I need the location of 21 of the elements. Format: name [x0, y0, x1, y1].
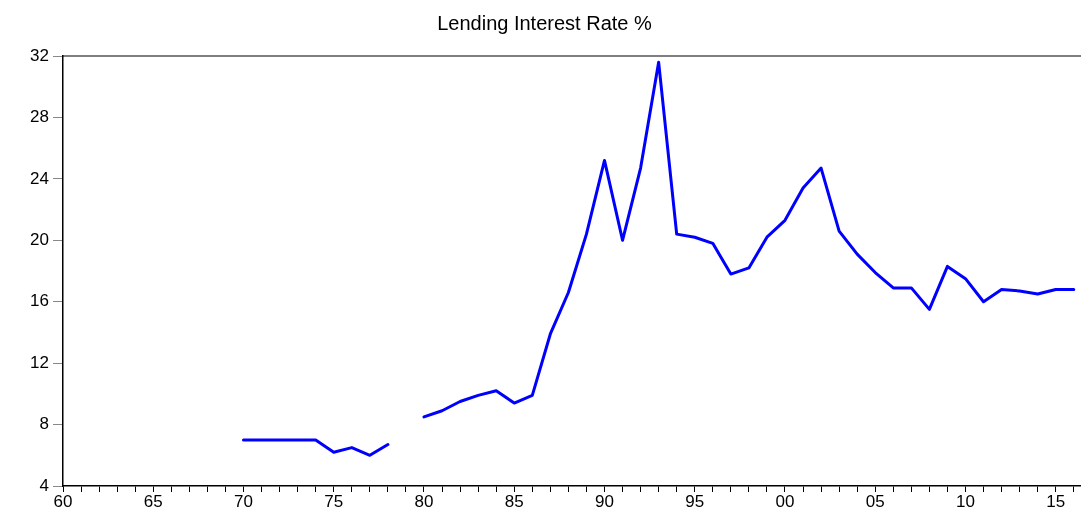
y-tick-label: 32 — [30, 45, 49, 65]
x-tick-label: 10 — [956, 491, 975, 511]
chart-title: Lending Interest Rate % — [437, 11, 652, 34]
y-tick-label: 4 — [39, 475, 49, 495]
x-tick-label: 75 — [324, 491, 344, 511]
x-tick-label: 95 — [685, 491, 705, 511]
x-tick-label: 05 — [865, 491, 885, 511]
x-tick-label: 65 — [143, 491, 163, 511]
y-tick-label: 24 — [30, 168, 49, 188]
x-tick-label: 00 — [775, 491, 795, 511]
y-tick-label: 28 — [30, 107, 49, 127]
x-tick-label: 85 — [504, 491, 524, 511]
x-tick-label: 70 — [234, 491, 253, 511]
y-tick-label: 8 — [39, 414, 49, 434]
x-tick-label: 90 — [595, 491, 614, 511]
x-tick-label: 60 — [53, 491, 73, 511]
x-tick-label: 15 — [1046, 491, 1066, 511]
y-tick-label: 20 — [30, 229, 49, 249]
x-tick-label: 80 — [414, 491, 434, 511]
y-tick-label: 16 — [30, 291, 49, 311]
y-tick-label: 12 — [30, 352, 49, 372]
